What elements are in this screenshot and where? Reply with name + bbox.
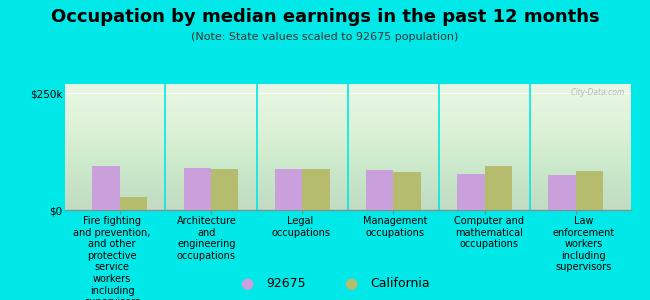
Bar (576, 171, 603, 210)
Bar (120, 197, 147, 210)
Bar (549, 175, 576, 210)
Bar (211, 169, 239, 210)
Text: City-Data.com: City-Data.com (571, 88, 625, 97)
Bar (457, 174, 484, 210)
Text: Management
occupations: Management occupations (363, 216, 427, 238)
Text: (Note: State values scaled to 92675 population): (Note: State values scaled to 92675 popu… (191, 32, 459, 41)
Text: ●: ● (240, 276, 254, 291)
Bar (484, 166, 512, 210)
Text: Occupation by median earnings in the past 12 months: Occupation by median earnings in the pas… (51, 8, 599, 26)
Text: ●: ● (344, 276, 358, 291)
Bar (275, 169, 302, 210)
Text: 92675: 92675 (266, 277, 306, 290)
Text: Architecture
and
engineering
occupations: Architecture and engineering occupations (176, 216, 237, 261)
Bar (302, 169, 330, 210)
Bar (393, 172, 421, 210)
Text: California: California (370, 277, 430, 290)
Bar (183, 168, 211, 210)
Text: Law
enforcement
workers
including
supervisors: Law enforcement workers including superv… (552, 216, 614, 272)
Text: Legal
occupations: Legal occupations (271, 216, 330, 238)
Bar (366, 170, 393, 210)
Text: Computer and
mathematical
occupations: Computer and mathematical occupations (454, 216, 524, 249)
Bar (92, 166, 120, 210)
Text: Fire fighting
and prevention,
and other
protective
service
workers
including
sup: Fire fighting and prevention, and other … (73, 216, 151, 300)
